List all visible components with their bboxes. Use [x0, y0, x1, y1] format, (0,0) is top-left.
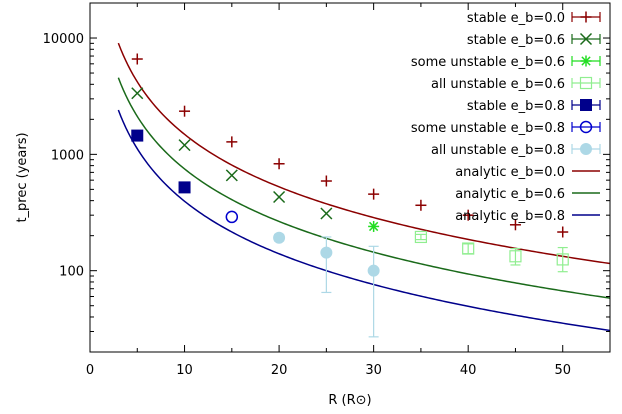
legend-symbol-0: [581, 12, 592, 23]
legend-label-8: analytic e_b=0.6: [455, 187, 565, 202]
data-point-s0-p4: [321, 176, 332, 187]
legend-symbols: [572, 12, 600, 216]
data-point-s1-p0: [132, 88, 143, 99]
y-tick-label: 10000: [43, 32, 84, 47]
data-point-s6-p0: [274, 232, 285, 243]
x-tick-label: 30: [365, 363, 382, 378]
legend-symbol-2: [581, 56, 592, 67]
x-axis-label: R (R⊙): [328, 393, 371, 408]
data-point-s0-p1: [179, 106, 190, 117]
legend-label-4: stable e_b=0.8: [467, 99, 565, 114]
y-axis-label: t_prec (years): [15, 132, 30, 222]
legend-label-2: some unstable e_b=0.6: [411, 55, 565, 70]
legend-label-1: stable e_b=0.6: [467, 33, 565, 48]
data-point-s1-p1: [179, 140, 190, 151]
data-point-s6-p1: [321, 247, 332, 258]
data-point-s5-p0: [226, 211, 237, 222]
data-point-s0-p2: [226, 136, 237, 147]
legend-label-6: all unstable e_b=0.8: [431, 143, 565, 158]
y-tick-label: 100: [59, 265, 84, 280]
data-point-s4-p1: [179, 182, 190, 193]
legend-label-9: analytic e_b=0.8: [455, 209, 565, 224]
data-point-s0-p3: [274, 158, 285, 169]
y-tick-label: 1000: [51, 148, 84, 163]
x-tick-label: 10: [176, 363, 193, 378]
data-point-s0-p6: [415, 200, 426, 211]
data-point-s0-p0: [132, 54, 143, 65]
legend: stable e_b=0.0 stable e_b=0.6 some unsta…: [411, 11, 600, 224]
legend-label-3: all unstable e_b=0.6: [431, 77, 565, 92]
legend-symbol-4: [581, 100, 592, 111]
legend-label-0: stable e_b=0.0: [467, 11, 565, 26]
legend-label-5: some unstable e_b=0.8: [411, 121, 565, 136]
x-tick-label: 20: [271, 363, 288, 378]
legend-label-7: analytic e_b=0.0: [455, 165, 565, 180]
data-point-s1-p2: [226, 170, 237, 181]
data-point-s0-p9: [557, 227, 568, 238]
data-point-s1-p3: [274, 191, 285, 202]
data-point-s1-p4: [321, 208, 332, 219]
legend-symbol-6: [581, 144, 592, 155]
data-point-s6-p2: [368, 265, 379, 276]
x-tick-label: 0: [86, 363, 94, 378]
data-point-s0-p5: [368, 189, 379, 200]
data-point-s2-p0: [368, 221, 379, 232]
data-point-s4-p0: [132, 130, 143, 141]
x-tick-label: 50: [554, 363, 571, 378]
x-tick-label: 40: [460, 363, 477, 378]
